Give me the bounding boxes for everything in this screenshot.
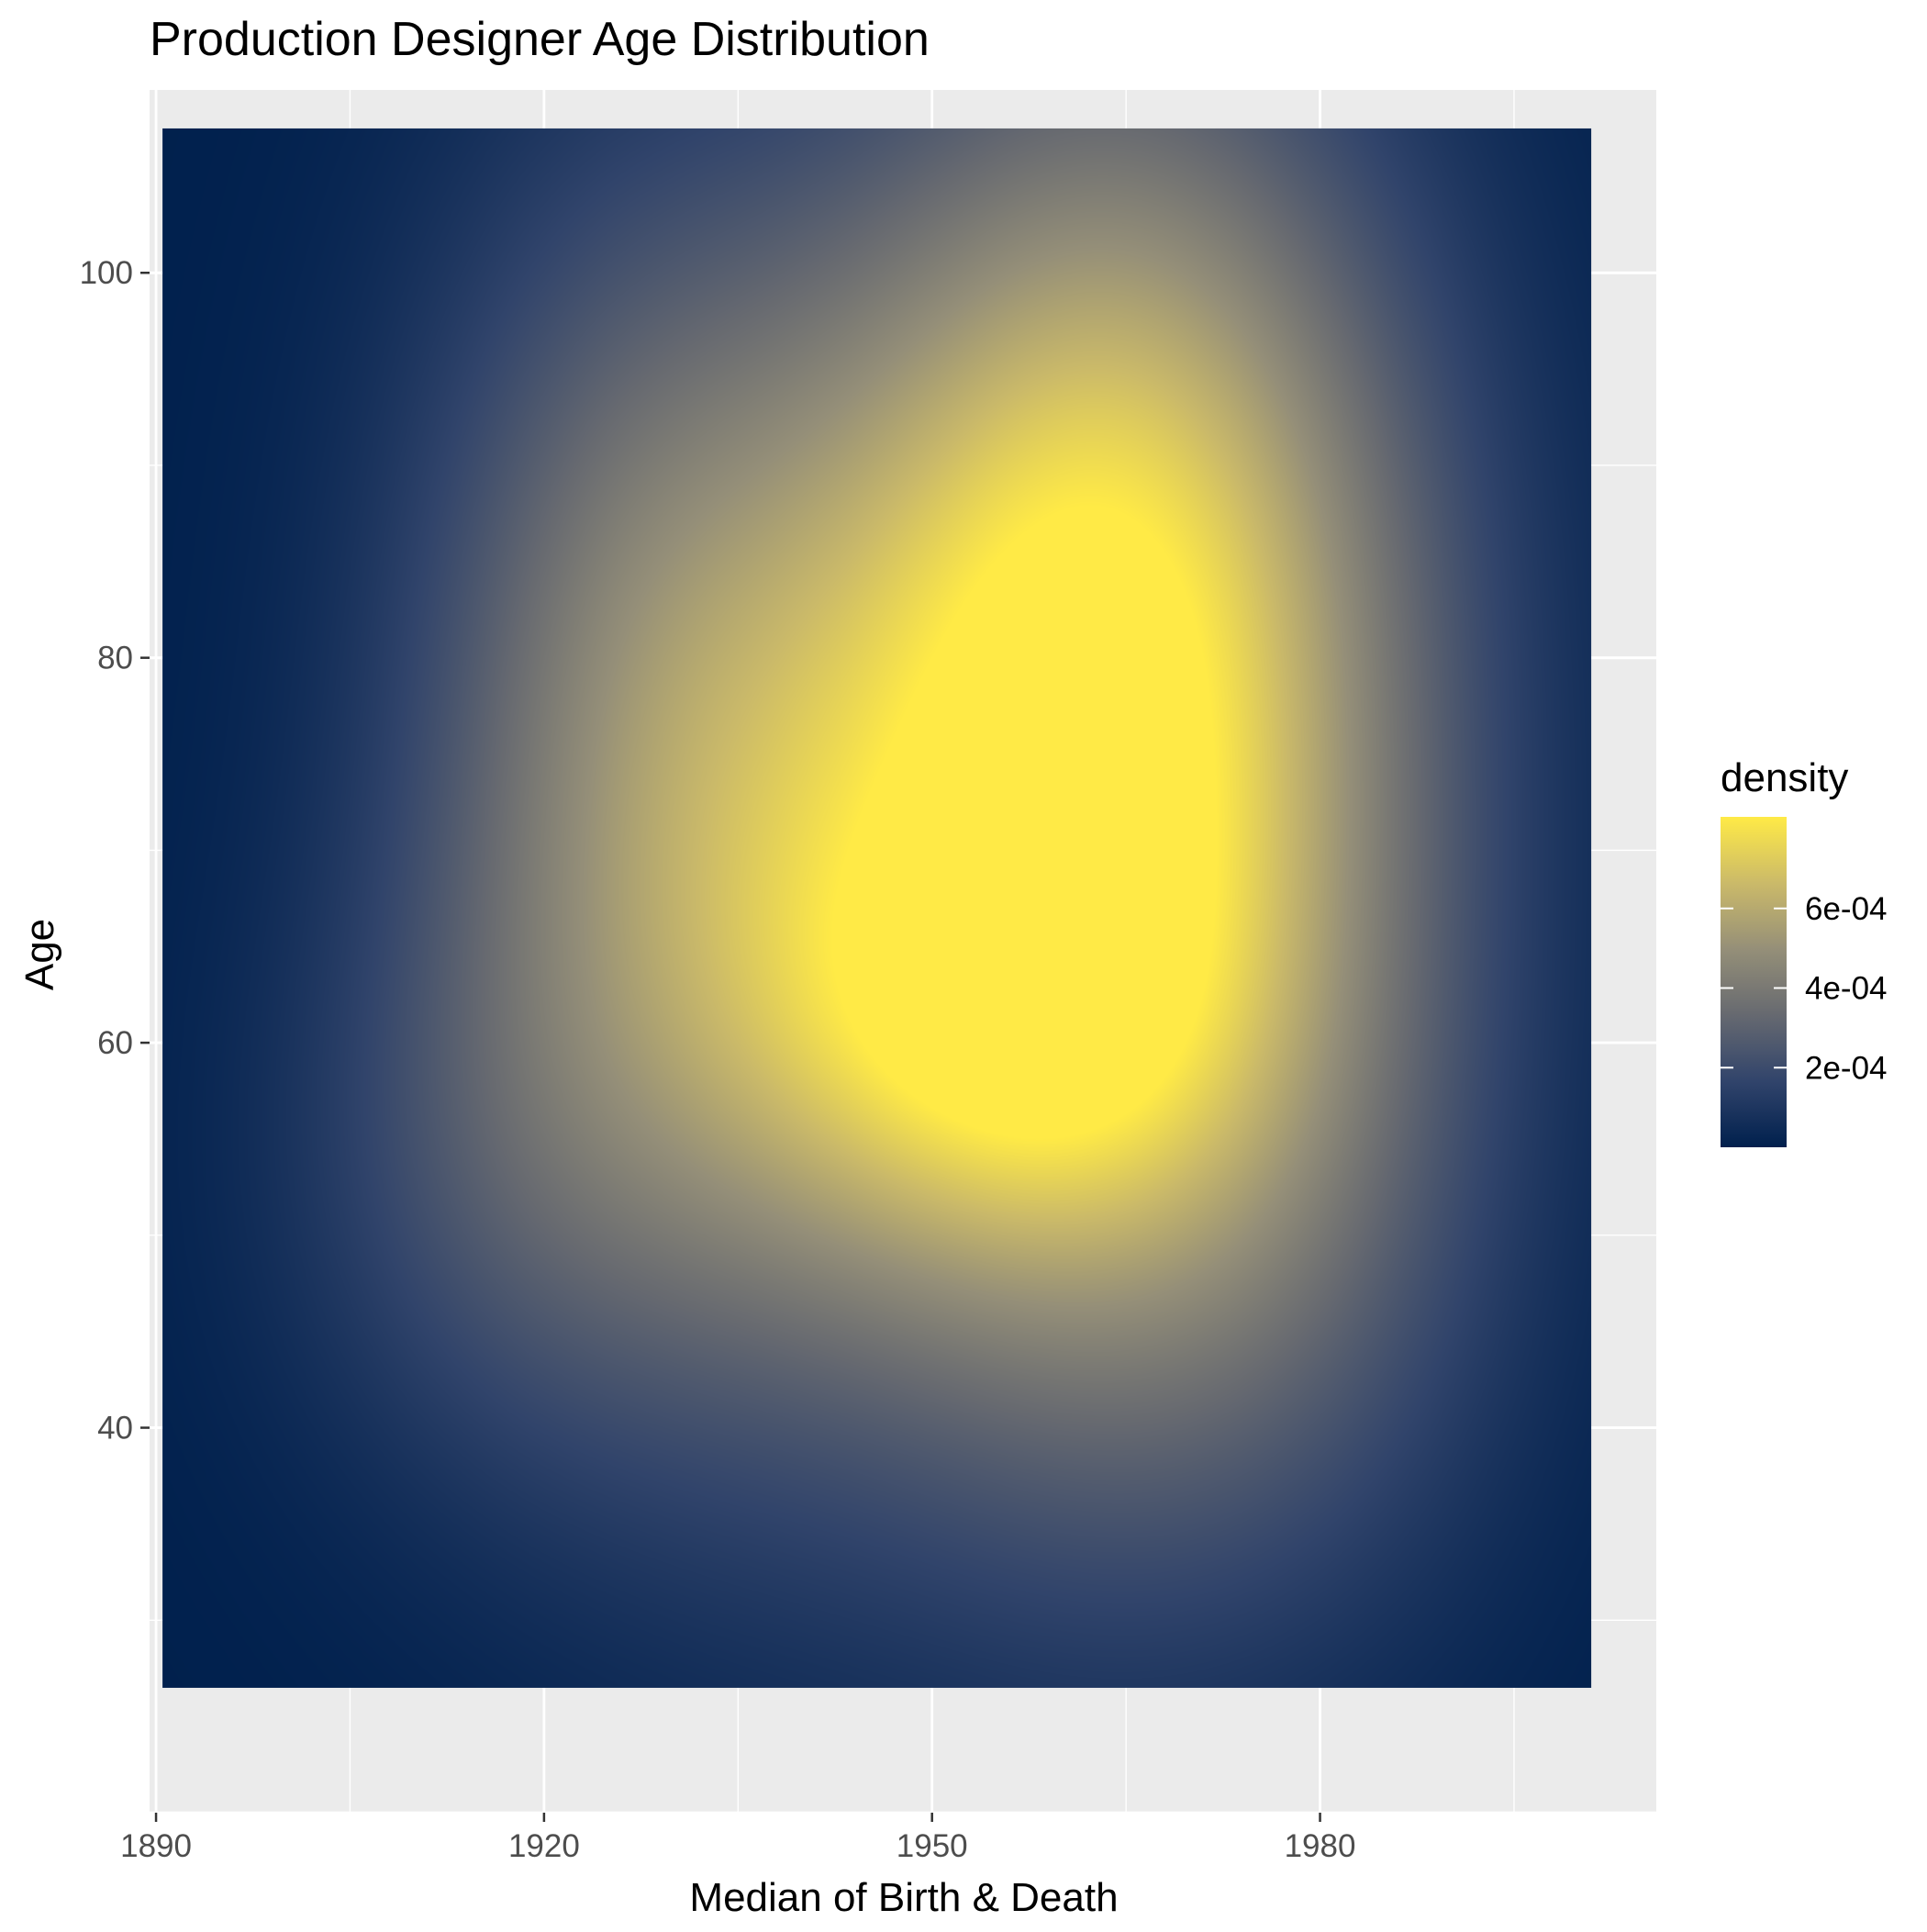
y-tick-label: 40 xyxy=(97,1411,133,1446)
y-tick-label: 100 xyxy=(80,255,133,291)
x-axis-title: Median of Birth & Death xyxy=(689,1875,1118,1920)
legend-colorbar xyxy=(1721,817,1787,1147)
x-tick-label: 1950 xyxy=(897,1828,968,1864)
legend-tick-label: 6e-04 xyxy=(1805,891,1888,927)
chart-title: Production Designer Age Distribution xyxy=(150,13,930,66)
legend-tick-label: 4e-04 xyxy=(1805,971,1888,1007)
y-axis-title: Age xyxy=(17,919,62,990)
x-tick-label: 1980 xyxy=(1285,1828,1356,1864)
legend-title: density xyxy=(1721,755,1848,800)
y-tick-label: 60 xyxy=(97,1025,133,1061)
x-tick-label: 1890 xyxy=(120,1828,192,1864)
y-tick-label: 80 xyxy=(97,641,133,676)
density-heat-raster xyxy=(162,128,1592,1688)
x-tick-label: 1920 xyxy=(508,1828,580,1864)
legend-tick-label: 2e-04 xyxy=(1805,1050,1888,1086)
